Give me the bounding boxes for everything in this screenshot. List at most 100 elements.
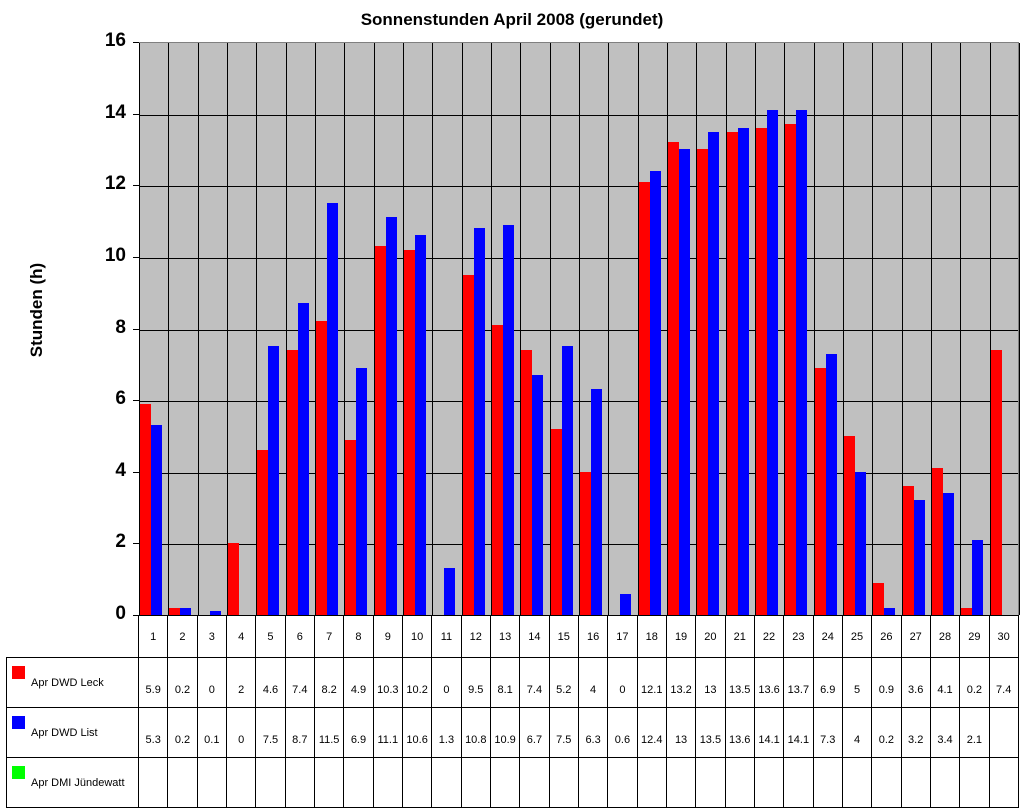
gridline-v	[550, 43, 551, 615]
table-cell: 8.2	[313, 657, 345, 708]
y-tick-mark	[133, 185, 139, 187]
y-tick-mark	[133, 400, 139, 402]
y-tick-mark	[133, 543, 139, 545]
category-label: 30	[988, 615, 1019, 658]
gridline-v	[139, 43, 140, 615]
y-tick-label: 10	[104, 244, 126, 266]
bar-leck	[257, 450, 269, 615]
plot-area	[139, 42, 1020, 615]
category-label: 21	[724, 615, 755, 658]
bar-list	[415, 235, 426, 615]
table-cell: 9.5	[460, 657, 491, 708]
table-cell	[313, 757, 345, 808]
bar-leck	[521, 350, 533, 615]
bar-list	[620, 593, 632, 615]
y-tick-mark	[133, 42, 139, 43]
table-cell	[900, 757, 931, 808]
gridline-v	[168, 43, 169, 615]
table-cell	[167, 757, 198, 808]
category-label: 25	[841, 615, 873, 658]
table-cell: 10.9	[489, 707, 521, 758]
category-label: 24	[812, 615, 843, 658]
category-label: 1	[137, 615, 169, 658]
table-cell: 6.3	[577, 707, 609, 758]
legend-label: Apr DMI Jündewatt	[31, 777, 125, 789]
bar-leck	[492, 324, 503, 615]
category-label: 17	[607, 615, 638, 658]
category-label: 4	[225, 615, 257, 658]
table-cell	[841, 757, 873, 808]
category-label: 15	[548, 615, 579, 658]
table-cell	[137, 757, 169, 808]
table-cell: 11.5	[313, 707, 345, 758]
table-cell: 12.1	[636, 657, 667, 708]
table-cell: 2.1	[959, 707, 990, 758]
gridline-v	[227, 43, 228, 615]
y-tick-mark	[133, 113, 139, 115]
bar-list	[913, 500, 925, 615]
gridline-v	[990, 43, 991, 615]
y-tick-mark	[133, 328, 139, 330]
table-cell: 0	[607, 657, 638, 708]
category-label: 8	[343, 615, 374, 658]
category-label: 5	[255, 615, 286, 658]
table-cell: 13	[695, 657, 726, 708]
table-cell	[255, 757, 286, 808]
bar-list	[649, 170, 661, 615]
table-cell	[431, 757, 462, 808]
bar-leck	[169, 607, 181, 615]
gridline-v	[902, 43, 903, 615]
y-tick-label: 2	[115, 531, 126, 553]
category-label: 29	[959, 615, 990, 658]
bar-list	[972, 539, 984, 615]
table-cell: 4	[841, 707, 873, 758]
bar-list	[855, 471, 866, 615]
gridline-v	[403, 43, 404, 615]
table-cell: 7.3	[812, 707, 843, 758]
bar-list	[884, 607, 896, 615]
bar-leck	[902, 486, 914, 615]
table-cell: 7.5	[548, 707, 579, 758]
legend-swatch	[12, 666, 25, 679]
table-row: Apr DMI Jündewatt	[6, 757, 1019, 808]
gridline-h	[139, 257, 1018, 259]
y-tick-label: 0	[115, 603, 126, 624]
table-cell: 10.2	[401, 657, 433, 708]
table-cell: 2	[225, 657, 257, 708]
bar-leck	[316, 321, 327, 615]
table-cell: 5.3	[137, 707, 169, 758]
bar-leck	[404, 249, 415, 615]
category-label: 14	[519, 615, 550, 658]
y-tick-label: 8	[115, 316, 126, 338]
table-cell: 5.2	[548, 657, 579, 708]
table-cell: 13.6	[724, 707, 755, 758]
table-cell	[519, 757, 550, 808]
table-cell	[988, 707, 1019, 758]
gridline-h	[139, 401, 1018, 403]
table-cell: 0.9	[871, 657, 902, 708]
table-cell: 7.4	[988, 657, 1019, 708]
category-label: 10	[401, 615, 433, 658]
bar-leck	[140, 403, 151, 615]
table-cell: 0.2	[871, 707, 902, 758]
gridline-v	[344, 43, 345, 615]
table-cell: 6.9	[812, 657, 843, 708]
category-label: 22	[753, 615, 785, 658]
gridline-v	[491, 43, 492, 615]
table-cell	[695, 757, 726, 808]
legend-entry: Apr DWD Leck	[6, 657, 139, 708]
y-tick-label: 12	[104, 173, 126, 195]
table-cell: 0.6	[607, 707, 638, 758]
table-cell	[753, 757, 785, 808]
legend-label: Apr DWD Leck	[31, 677, 104, 689]
table-cell: 13.5	[724, 657, 755, 708]
table-cell: 4.6	[255, 657, 286, 708]
bar-leck	[785, 124, 797, 615]
category-label: 18	[636, 615, 667, 658]
gridline-v	[608, 43, 609, 615]
table-cell: 10.6	[401, 707, 433, 758]
gridline-v	[960, 43, 961, 615]
bar-leck	[374, 246, 386, 615]
table-cell: 4.9	[343, 657, 374, 708]
bar-leck	[756, 127, 767, 615]
